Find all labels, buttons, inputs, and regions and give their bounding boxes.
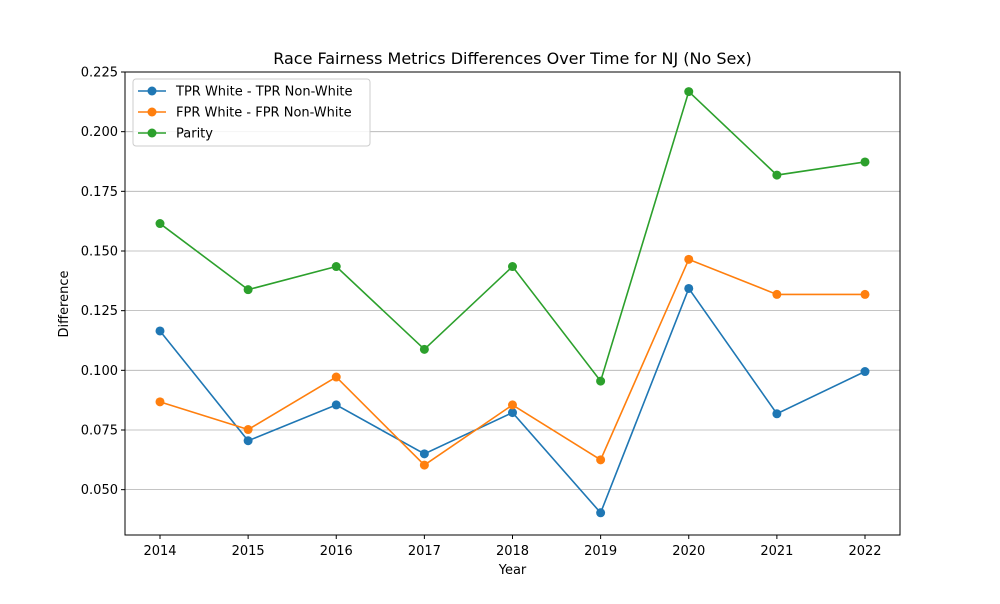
data-point: [772, 409, 782, 419]
data-point: [772, 170, 782, 180]
data-point: [684, 254, 694, 264]
data-point: [155, 219, 165, 229]
x-tick-label: 2014: [143, 544, 176, 559]
series-layer: [155, 87, 870, 518]
data-point: [508, 262, 517, 272]
x-tick-label: 2017: [408, 544, 441, 559]
x-tick-label: 2022: [848, 544, 881, 559]
data-point: [419, 344, 429, 354]
legend: TPR White - TPR Non-White FPR White - FPR…: [132, 78, 371, 147]
data-point: [508, 408, 517, 418]
x-axis-ticks: 2014 2015 2016 2017 2018 2019 2020 2021 2022: [143, 535, 882, 559]
y-tick-label: 0.200: [81, 125, 118, 140]
data-point: [419, 449, 429, 459]
data-point: [684, 87, 694, 97]
x-tick-label: 2021: [760, 544, 793, 559]
data-point: [419, 460, 429, 470]
data-point: [243, 425, 253, 435]
legend-label: Parity: [176, 127, 213, 142]
x-tick-label: 2015: [232, 544, 265, 559]
data-point: [860, 289, 870, 299]
legend-label: TPR White - TPR Non-White: [175, 85, 353, 100]
y-tick-label: 0.175: [81, 185, 118, 200]
series-3: [155, 87, 870, 386]
legend-item: TPR White - TPR Non-White: [138, 85, 353, 100]
legend-box: [132, 78, 371, 147]
y-tick-label: 0.150: [81, 244, 118, 259]
data-point: [243, 285, 253, 295]
legend-item: FPR White - FPR Non-White: [138, 106, 352, 121]
x-tick-label: 2020: [672, 544, 705, 559]
x-tick-label: 2019: [584, 544, 617, 559]
y-axis-ticks: 0.050 0.075 0.100 0.125 0.150 0.175 0.200 0.225: [81, 66, 125, 498]
chart-title: Race Fairness Metrics Differences Over T…: [273, 49, 752, 68]
series-1: [155, 283, 870, 518]
data-point: [155, 397, 165, 407]
data-point: [596, 508, 606, 518]
y-tick-label: 0.075: [81, 423, 118, 438]
data-point: [331, 400, 341, 410]
data-point: [155, 326, 165, 336]
x-tick-label: 2016: [320, 544, 353, 559]
x-axis-label: Year: [498, 563, 527, 578]
y-tick-label: 0.125: [81, 304, 118, 319]
legend-item: Parity: [138, 127, 213, 142]
x-tick-label: 2018: [496, 544, 529, 559]
series-2: [155, 254, 870, 470]
y-tick-label: 0.100: [81, 364, 118, 379]
y-tick-label: 0.050: [81, 483, 118, 498]
data-point: [243, 436, 253, 446]
data-point: [596, 376, 606, 386]
legend-swatch-marker: [147, 128, 157, 138]
legend-swatch-marker: [147, 107, 157, 117]
data-point: [331, 372, 341, 382]
data-point: [596, 455, 606, 465]
data-point: [684, 283, 694, 293]
data-point: [860, 157, 870, 167]
legend-label: FPR White - FPR Non-White: [176, 106, 352, 121]
data-point: [508, 400, 517, 410]
y-tick-label: 0.225: [81, 66, 118, 81]
data-point: [331, 262, 341, 272]
legend-swatch-marker: [147, 86, 157, 96]
data-point: [772, 289, 782, 299]
y-axis-label: Difference: [57, 270, 72, 337]
data-point: [860, 367, 870, 377]
